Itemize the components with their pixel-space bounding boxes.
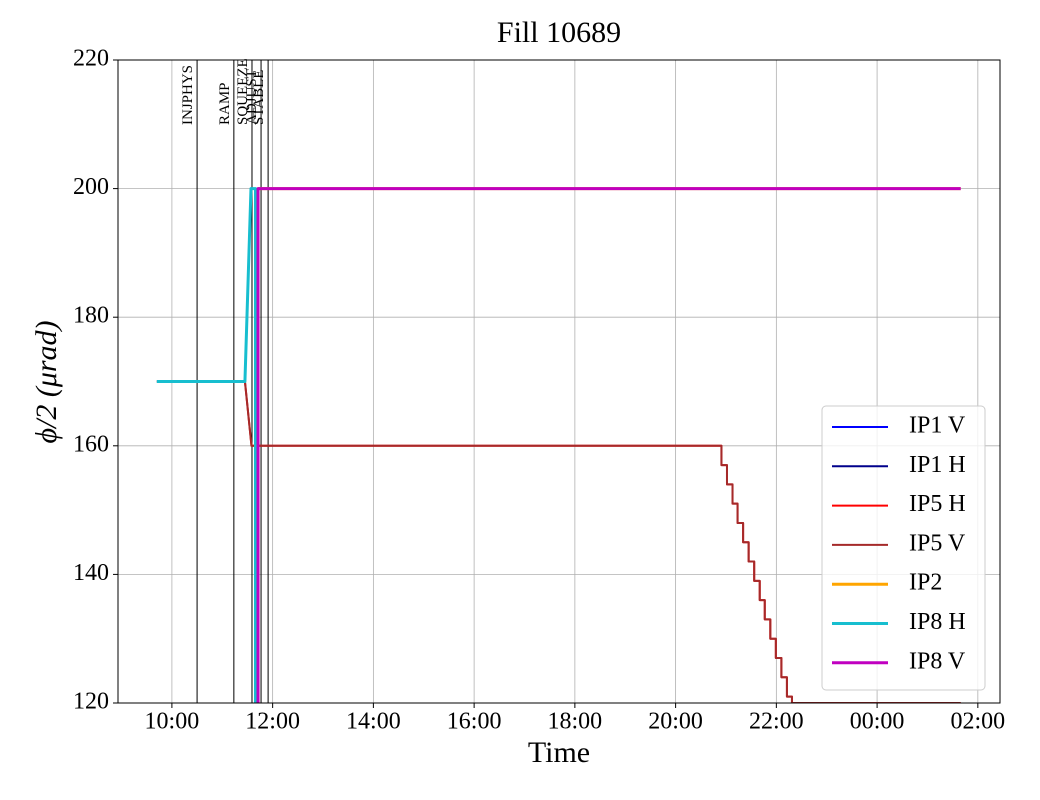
series-line <box>243 381 961 703</box>
x-tick-label: 14:00 <box>346 709 401 735</box>
x-tick-label: 00:00 <box>850 709 905 735</box>
x-tick-label: 20:00 <box>648 709 703 735</box>
chart-title: Fill 10689 <box>497 16 621 49</box>
legend-box <box>821 405 986 691</box>
beam-mode-label: SQUEEZE <box>235 58 251 125</box>
legend-label: IP2 <box>909 570 942 596</box>
x-tick-label: 10:00 <box>145 709 200 735</box>
y-axis-label: ϕ/2 (μrad) <box>30 320 63 443</box>
beam-mode-label: INJPHYS <box>180 65 196 125</box>
legend-label: IP8 H <box>909 609 966 635</box>
plot-frame <box>117 59 1001 704</box>
y-tick-label: 220 <box>73 46 109 72</box>
plot-lines <box>156 187 961 703</box>
x-axis-label: Time <box>528 736 590 769</box>
x-tick-label: 22:00 <box>749 709 804 735</box>
x-tick-label: 02:00 <box>951 709 1006 735</box>
beam-mode-label: RAMP <box>217 82 233 125</box>
x-tick-label: 12:00 <box>245 709 300 735</box>
x-tick-label: 18:00 <box>548 709 603 735</box>
y-tick-label: 120 <box>73 689 109 715</box>
legend-label: IP1 V <box>909 413 966 439</box>
beam-mode-label: ADJUST <box>244 69 260 125</box>
series-line <box>256 187 961 703</box>
legend-label: IP5 V <box>909 530 966 556</box>
y-tick-label: 160 <box>73 431 109 457</box>
series-line <box>156 187 258 703</box>
y-tick-label: 140 <box>73 560 109 586</box>
beam-mode-label: STABLE <box>251 70 267 125</box>
x-tick-label: 16:00 <box>447 709 502 735</box>
y-tick-label: 200 <box>73 174 109 200</box>
axes: 120 140 160 180 200 220 10:00 12:00 14:00 16:00 18… <box>73 46 1005 735</box>
legend: IP1 V IP1 H IP5 H IP5 V IP2 IP8 H IP8 V <box>821 405 986 691</box>
legend-label: IP8 V <box>909 648 966 674</box>
legend-label: IP5 H <box>909 491 966 517</box>
legend-label: IP1 H <box>909 452 966 478</box>
y-tick-label: 180 <box>73 303 109 329</box>
